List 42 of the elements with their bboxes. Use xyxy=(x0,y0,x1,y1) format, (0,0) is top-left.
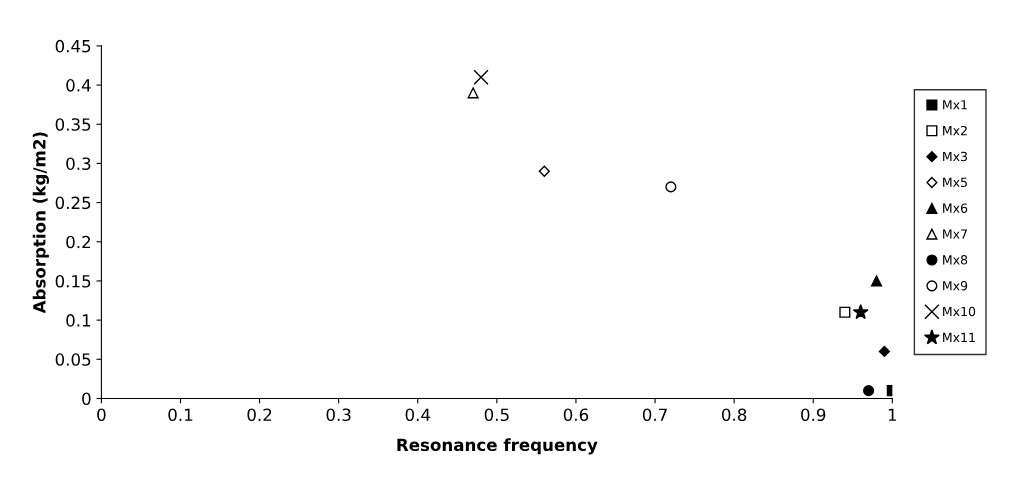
y-tick-label: 0.25 xyxy=(55,196,91,210)
x-tick-label: 0.7 xyxy=(642,408,667,422)
legend-label: Mx9 xyxy=(943,280,968,291)
legend-label: Mx8 xyxy=(943,255,968,265)
legend-label: Mx3 xyxy=(943,151,968,162)
x-tick-label: 0.6 xyxy=(563,408,589,422)
y-tick-label: 0.05 xyxy=(55,353,91,366)
point xyxy=(538,165,550,177)
y-tick-label: 0.15 xyxy=(55,274,91,288)
y-tick-label: 0.1 xyxy=(66,314,91,327)
x-tick-label: 1 xyxy=(888,408,897,421)
y-tick-label: 0.2 xyxy=(66,235,91,249)
legend-label: Mx10 xyxy=(943,306,976,317)
y-tick-label: 0.45 xyxy=(55,39,91,53)
y-tick-label: 0.4 xyxy=(66,79,91,92)
x-tick-label: 0.3 xyxy=(326,408,351,422)
point xyxy=(878,345,891,358)
legend-label: Mx6 xyxy=(943,203,968,213)
x-tick-label: 0.1 xyxy=(168,408,193,422)
point xyxy=(839,306,851,318)
x-tick-label: 0 xyxy=(97,408,106,422)
legend-label: Mx1 xyxy=(943,100,967,110)
y-tick-label: 0 xyxy=(82,392,91,406)
x-tick-label: 0.5 xyxy=(484,408,509,422)
legend-label: Mx5 xyxy=(943,177,967,188)
y-axis-title: Absorption (kg/m2) xyxy=(32,132,50,314)
y-tick-label: 0.35 xyxy=(55,118,91,131)
point xyxy=(852,303,869,320)
x-tick-label: 0.8 xyxy=(721,408,747,422)
point xyxy=(467,87,479,99)
point xyxy=(665,181,677,193)
legend-label: Mx2 xyxy=(943,125,967,136)
point xyxy=(473,69,489,85)
y-tick-label: 0.3 xyxy=(66,157,91,170)
point xyxy=(870,275,883,287)
x-tick-label: 0.2 xyxy=(247,408,272,422)
legend-label: Mx11 xyxy=(943,332,975,342)
legend-label: Mx7 xyxy=(943,229,967,239)
x-axis-title: Resonance frequency xyxy=(397,438,598,455)
point xyxy=(863,385,875,397)
x-tick-label: 0.4 xyxy=(405,408,431,422)
x-tick-label: 0.9 xyxy=(801,408,826,422)
